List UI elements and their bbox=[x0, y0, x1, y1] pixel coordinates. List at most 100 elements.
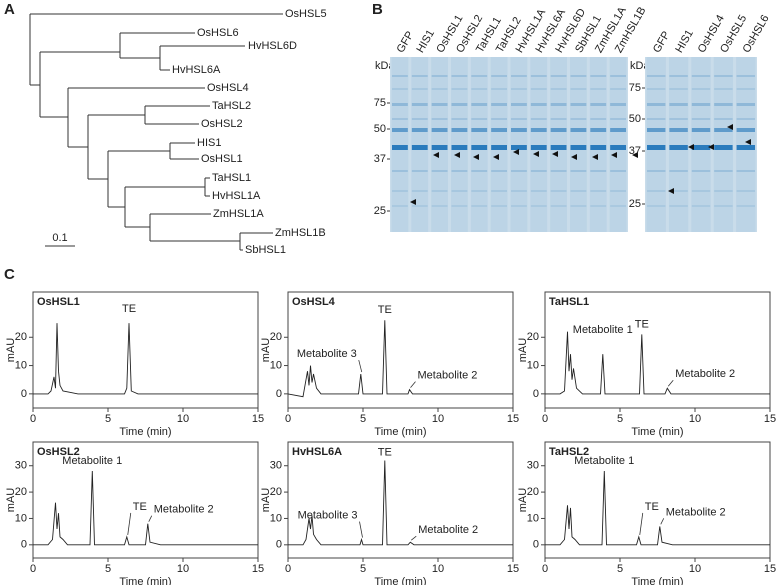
band bbox=[451, 88, 468, 90]
leader-line bbox=[667, 379, 674, 387]
band bbox=[647, 75, 666, 77]
band bbox=[590, 190, 607, 192]
band bbox=[714, 118, 733, 120]
leaf-label: TaHSL2 bbox=[212, 100, 251, 112]
band bbox=[736, 118, 755, 120]
band bbox=[491, 145, 507, 150]
band bbox=[530, 190, 547, 192]
lane bbox=[609, 57, 627, 232]
leaf-label: HIS1 bbox=[197, 137, 221, 149]
band bbox=[610, 88, 626, 90]
lane bbox=[431, 57, 448, 232]
band bbox=[511, 75, 527, 77]
band bbox=[736, 103, 755, 106]
arrowhead bbox=[533, 151, 539, 157]
band bbox=[647, 205, 666, 207]
band bbox=[411, 190, 428, 192]
leaf-label: SbHSL1 bbox=[245, 244, 286, 256]
band bbox=[736, 75, 755, 77]
band bbox=[691, 118, 711, 120]
arrowhead bbox=[592, 154, 598, 160]
band bbox=[491, 190, 507, 192]
band bbox=[550, 75, 567, 77]
leader-line bbox=[411, 535, 417, 541]
leaf-label: OsHSL4 bbox=[207, 82, 249, 94]
arrowhead bbox=[454, 152, 460, 158]
arrowhead bbox=[611, 152, 617, 158]
annotation: Metabolite 2 bbox=[154, 504, 214, 516]
band bbox=[471, 88, 488, 90]
band bbox=[610, 103, 626, 106]
annotation: Metabolite 2 bbox=[666, 506, 726, 518]
band bbox=[610, 118, 626, 120]
marker-label: 75 bbox=[374, 97, 386, 109]
band bbox=[451, 75, 468, 77]
arrowhead bbox=[632, 152, 638, 158]
band bbox=[714, 170, 733, 172]
band bbox=[392, 75, 408, 77]
leader-line bbox=[660, 518, 665, 525]
leader-line bbox=[127, 512, 132, 535]
band bbox=[714, 190, 733, 192]
leaf-label: HvHSL1A bbox=[212, 190, 261, 202]
chart-title: OsHSL1 bbox=[37, 296, 80, 308]
leader-line bbox=[359, 521, 363, 538]
band bbox=[691, 145, 711, 150]
y-tick-label: 20 bbox=[270, 331, 282, 343]
x-tick-label: 10 bbox=[432, 413, 444, 425]
band bbox=[511, 145, 527, 150]
band bbox=[550, 88, 567, 90]
y-tick-label: 20 bbox=[270, 486, 282, 498]
band bbox=[471, 170, 488, 172]
band bbox=[714, 145, 733, 150]
band bbox=[669, 190, 688, 192]
band bbox=[392, 118, 408, 120]
band bbox=[691, 205, 711, 207]
band bbox=[570, 103, 587, 106]
band bbox=[431, 128, 448, 132]
band bbox=[610, 170, 626, 172]
band bbox=[570, 190, 587, 192]
band bbox=[647, 103, 666, 106]
x-tick-label: 15 bbox=[764, 563, 776, 575]
annotation: Metabolite 1 bbox=[62, 455, 122, 467]
band bbox=[647, 128, 666, 132]
band bbox=[511, 128, 527, 132]
x-tick-label: 5 bbox=[360, 563, 366, 575]
band bbox=[669, 103, 688, 106]
y-tick-label: 10 bbox=[15, 359, 27, 371]
band bbox=[590, 118, 607, 120]
y-axis-label: mAU bbox=[260, 488, 272, 513]
chart-title: OsHSL2 bbox=[37, 446, 80, 458]
band bbox=[647, 88, 666, 90]
plot-frame bbox=[32, 291, 259, 409]
arrowhead bbox=[668, 188, 674, 194]
lane bbox=[451, 57, 468, 232]
band bbox=[511, 205, 527, 207]
x-tick-label: 10 bbox=[689, 563, 701, 575]
band bbox=[691, 75, 711, 77]
y-tick-label: 0 bbox=[21, 388, 27, 400]
annotation: Metabolite 2 bbox=[418, 370, 478, 382]
band bbox=[610, 205, 626, 207]
y-axis-label: mAU bbox=[5, 338, 17, 363]
band bbox=[736, 205, 755, 207]
y-tick-label: 10 bbox=[270, 512, 282, 524]
band bbox=[550, 205, 567, 207]
x-tick-label: 5 bbox=[105, 563, 111, 575]
annotation: Metabolite 1 bbox=[573, 324, 633, 336]
lane bbox=[550, 57, 567, 232]
band bbox=[491, 103, 507, 106]
leaf-label: OsHSL2 bbox=[201, 118, 243, 130]
x-axis-label: Time (min) bbox=[374, 576, 426, 585]
y-tick-label: 0 bbox=[533, 539, 539, 551]
y-tick-label: 20 bbox=[15, 486, 27, 498]
y-tick-label: 30 bbox=[15, 460, 27, 472]
band bbox=[669, 145, 688, 150]
band bbox=[669, 205, 688, 207]
band bbox=[530, 145, 547, 150]
arrowhead bbox=[708, 144, 714, 150]
band bbox=[570, 88, 587, 90]
annotation: TE bbox=[122, 303, 136, 315]
band bbox=[511, 103, 527, 106]
